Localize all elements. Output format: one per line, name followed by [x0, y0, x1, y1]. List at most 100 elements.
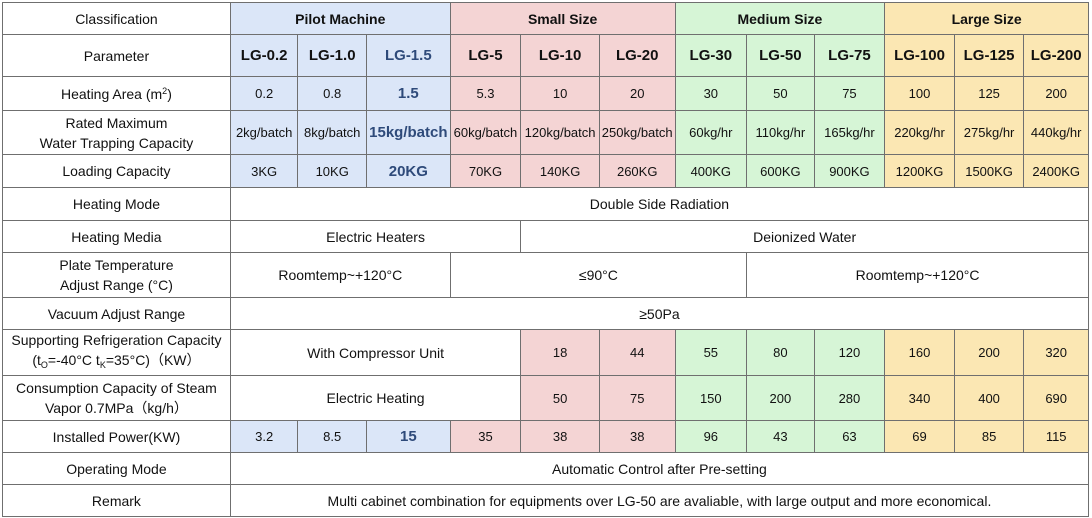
remark-label: Remark — [2, 484, 231, 517]
parameter-row: Parameter LG-0.2 LG-1.0 LG-1.5 LG-5 LG-1… — [2, 34, 1089, 77]
model-lg-200: LG-200 — [1023, 34, 1089, 77]
refrigeration-label-sub: K — [99, 360, 106, 370]
table-cell: 600KG — [746, 154, 815, 188]
table-cell: 30 — [674, 76, 748, 111]
table-cell: 320 — [1023, 329, 1089, 376]
steam-label-line2: Vapor 0.7MPa（kg/h） — [44, 400, 188, 416]
table-cell: 150 — [674, 375, 748, 421]
table-cell: 900KG — [813, 154, 886, 188]
table-cell: 85 — [953, 420, 1025, 453]
refrigeration-label-line2: (tO=-40°C tK=35°C)（KW） — [3, 350, 229, 375]
remark-row: Remark Multi cabinet combination for equ… — [2, 484, 1090, 517]
plate-temperature-label: Plate Temperature Adjust Range (°C) — [2, 252, 231, 298]
loading-capacity-label: Loading Capacity — [2, 154, 231, 188]
table-cell: 3KG — [229, 154, 299, 188]
model-lg-75: LG-75 — [813, 34, 886, 77]
refrigeration-label-line1: Supporting Refrigeration Capacity — [11, 332, 222, 348]
group-small-size: Small Size — [449, 2, 676, 35]
table-cell: 10KG — [297, 154, 367, 188]
table-cell: 120 — [813, 329, 886, 376]
table-cell: 3.2 — [229, 420, 299, 453]
table-cell: 165kg/hr — [813, 110, 886, 155]
table-cell: 0.2 — [229, 76, 299, 111]
table-cell: 2kg/batch — [229, 110, 299, 155]
table-cell: 63 — [813, 420, 886, 453]
model-lg-10: LG-10 — [520, 34, 600, 77]
plate-temperature-label-line2: Adjust Range (°C) — [59, 277, 173, 293]
heating-area-row: Heating Area (m2) 0.2 0.8 1.5 5.3 10 20 … — [2, 76, 1089, 111]
table-cell: 20 — [598, 76, 676, 111]
table-cell: 75 — [813, 76, 886, 111]
installed-power-label: Installed Power(KW) — [2, 420, 231, 453]
plate-temperature-label-line1: Plate Temperature — [59, 257, 174, 273]
operating-mode-row: Operating Mode Automatic Control after P… — [2, 452, 1090, 485]
table-cell: 200 — [953, 329, 1025, 376]
model-lg-125: LG-125 — [953, 34, 1025, 77]
table-cell: 1500KG — [953, 154, 1025, 188]
plate-temperature-pilot: Roomtemp~+120°C — [229, 252, 451, 298]
loading-capacity-row: Loading Capacity 3KG 10KG 20KG 70KG 140K… — [2, 154, 1089, 188]
refrigeration-compressor-unit: With Compressor Unit — [229, 329, 522, 376]
table-cell: 200 — [746, 375, 815, 421]
heating-area-label-end: ) — [167, 85, 172, 102]
model-lg-1-5: LG-1.5 — [365, 34, 451, 77]
table-cell: 400 — [953, 375, 1025, 421]
table-cell: 10 — [520, 76, 600, 111]
plate-temperature-small: ≤90°C — [449, 252, 748, 298]
table-cell: 280 — [813, 375, 886, 421]
table-cell: 38 — [520, 420, 600, 453]
table-cell: 340 — [884, 375, 955, 421]
table-cell: 69 — [884, 420, 955, 453]
heating-area-label: Heating Area (m2) — [2, 76, 231, 111]
vacuum-row: Vacuum Adjust Range ≥50Pa — [2, 297, 1090, 330]
table-cell-highlight: 15 — [365, 420, 451, 453]
group-pilot-machine: Pilot Machine — [229, 2, 451, 35]
refrigeration-label-part: =-40°C t — [47, 352, 100, 368]
refrigeration-row: Supporting Refrigeration Capacity (tO=-40… — [2, 329, 1089, 376]
heating-media-row: Heating Media Electric Heaters Deionized… — [2, 220, 1089, 253]
table-cell: 60kg/batch — [449, 110, 522, 155]
water-trapping-label: Rated Maximum Water Trapping Capacity — [2, 110, 231, 155]
table-cell: 120kg/batch — [520, 110, 600, 155]
table-cell: 1200KG — [884, 154, 955, 188]
steam-row: Consumption Capacity of Steam Vapor 0.7MP… — [2, 375, 1089, 421]
table-cell-highlight: 15kg/batch — [365, 110, 451, 155]
table-cell: 75 — [598, 375, 676, 421]
vacuum-value: ≥50Pa — [229, 297, 1090, 330]
installed-power-row: Installed Power(KW) 3.2 8.5 15 35 38 38 … — [2, 420, 1089, 453]
table-cell: 43 — [746, 420, 815, 453]
heating-mode-label: Heating Mode — [2, 187, 231, 221]
table-cell: 220kg/hr — [884, 110, 955, 155]
vacuum-label: Vacuum Adjust Range — [2, 297, 231, 330]
table-cell: 115 — [1023, 420, 1089, 453]
table-cell-highlight: 20KG — [365, 154, 451, 188]
model-lg-30: LG-30 — [674, 34, 748, 77]
plate-temperature-large: Roomtemp~+120°C — [746, 252, 1089, 298]
table-cell: 38 — [598, 420, 676, 453]
refrigeration-label-part: =35°C)（KW） — [105, 352, 201, 368]
refrigeration-label-part: (t — [32, 352, 41, 368]
table-cell: 440kg/hr — [1023, 110, 1089, 155]
water-trapping-label-line1: Rated Maximum — [65, 114, 168, 131]
table-cell: 60kg/hr — [674, 110, 748, 155]
model-lg-20: LG-20 — [598, 34, 676, 77]
table-cell: 110kg/hr — [746, 110, 815, 155]
table-cell: 2400KG — [1023, 154, 1089, 188]
refrigeration-label: Supporting Refrigeration Capacity (tO=-40… — [2, 329, 231, 376]
table-cell-highlight: 1.5 — [365, 76, 451, 111]
group-medium-size: Medium Size — [674, 2, 886, 35]
water-trapping-label-line2: Water Trapping Capacity — [39, 134, 194, 151]
table-cell: 80 — [746, 329, 815, 376]
table-cell: 400KG — [674, 154, 748, 188]
plate-temperature-row: Plate Temperature Adjust Range (°C) Roomt… — [2, 252, 1089, 298]
classification-label: Classification — [2, 2, 231, 35]
heating-media-water: Deionized Water — [520, 220, 1089, 253]
table-cell: 8kg/batch — [297, 110, 367, 155]
heating-mode-row: Heating Mode Double Side Radiation — [2, 187, 1090, 221]
group-header-row: Classification Pilot Machine Small Size … — [2, 2, 1089, 35]
heating-media-label: Heating Media — [2, 220, 231, 253]
table-cell: 5.3 — [449, 76, 522, 111]
table-cell: 125 — [953, 76, 1025, 111]
model-lg-100: LG-100 — [884, 34, 955, 77]
